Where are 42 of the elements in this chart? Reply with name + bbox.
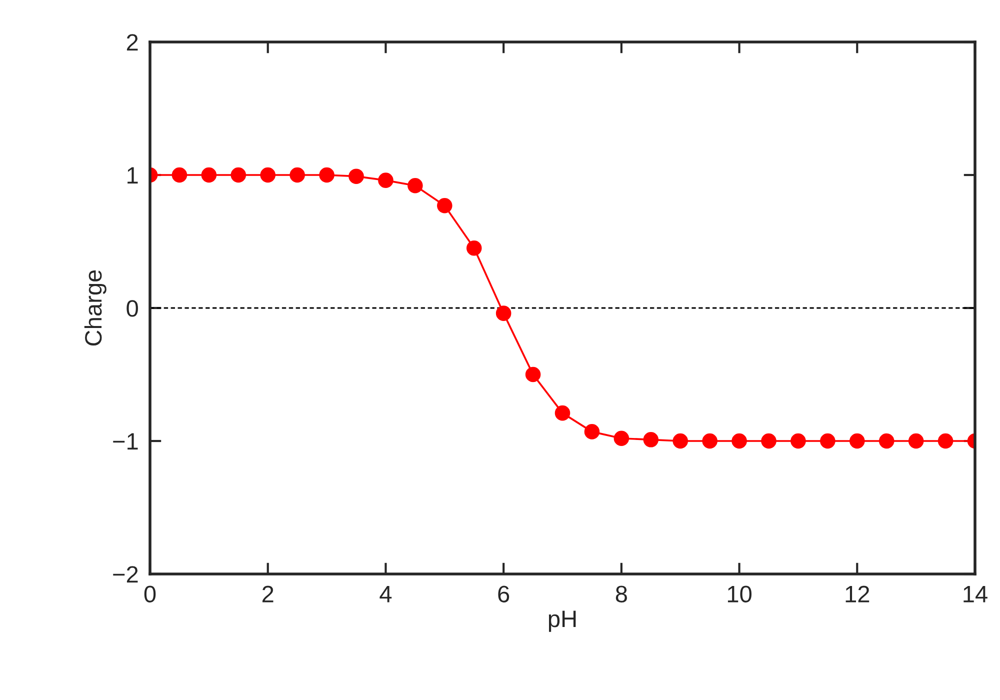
point [260,167,276,183]
point [702,433,718,449]
point [319,167,334,183]
point [643,432,659,448]
point [761,433,776,449]
y-axis-title: Charge [84,270,106,346]
point [732,433,747,449]
point [466,240,482,256]
point [496,306,512,321]
point [554,405,570,421]
y-tick-label: 0 [126,300,138,317]
x-tick-label: 12 [846,586,870,602]
x-tick-label: 4 [380,586,392,602]
point [908,433,924,449]
x-tick-label: 14 [964,586,988,602]
y-tick-label: 2 [126,34,138,51]
point [172,167,188,183]
point [878,433,894,449]
point [408,178,423,194]
point [850,433,865,449]
point [614,430,630,446]
point [230,167,246,183]
y-tick-label: 1 [128,167,138,184]
point [672,433,688,449]
x-tick-label: 8 [616,586,627,602]
y-tick-label: −1 [113,433,138,450]
y-tick-label: −2 [113,566,138,583]
point [378,172,394,188]
x-tick-label: 0 [144,586,156,602]
point [348,168,364,184]
x-tick-label: 10 [728,586,752,602]
point [525,366,541,382]
x-tick-label: 6 [498,586,510,602]
point [820,433,836,449]
x-tick-label: 2 [262,586,274,602]
point [201,167,217,183]
point [584,424,600,440]
point [437,198,452,214]
x-axis-title: pH [548,610,576,632]
point [290,167,305,183]
point [938,433,954,449]
point [790,433,806,449]
